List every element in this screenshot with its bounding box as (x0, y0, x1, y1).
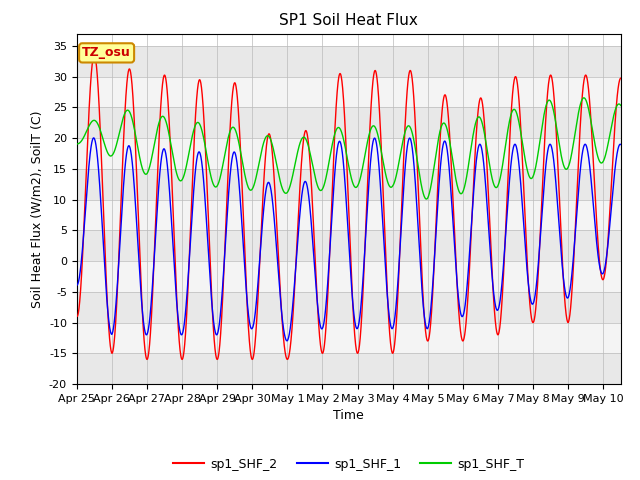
sp1_SHF_1 (217, 306, 225, 312)
sp1_SHF_T (570, 141, 577, 147)
sp1_SHF_T (422, 196, 430, 202)
Line: sp1_SHF_1: sp1_SHF_1 (77, 138, 621, 341)
sp1_SHF_2 (237, 153, 244, 158)
Text: TZ_osu: TZ_osu (82, 47, 131, 60)
sp1_SHF_1 (570, 253, 577, 259)
sp1_SHF_2 (570, 262, 577, 267)
Bar (77, 261, 621, 292)
sp1_SHF_2 (143, 357, 151, 362)
sp1_SHF_2 (617, 75, 625, 81)
Bar (77, 230, 621, 261)
Title: SP1 Soil Heat Flux: SP1 Soil Heat Flux (280, 13, 418, 28)
sp1_SHF_T (217, 172, 225, 178)
sp1_SHF_T (73, 141, 81, 147)
sp1_SHF_2 (73, 313, 81, 319)
sp1_SHF_T (617, 103, 625, 108)
Y-axis label: Soil Heat Flux (W/m2), SoilT (C): Soil Heat Flux (W/m2), SoilT (C) (30, 110, 44, 308)
sp1_SHF_1 (237, 202, 244, 208)
sp1_SHF_T (463, 173, 470, 179)
sp1_SHF_1 (73, 282, 81, 288)
sp1_SHF_2 (520, 184, 527, 190)
Bar (77, 77, 621, 108)
sp1_SHF_T (580, 95, 588, 101)
sp1_SHF_2 (90, 52, 98, 58)
sp1_SHF_1 (520, 221, 527, 227)
sp1_SHF_1 (463, 286, 470, 292)
sp1_SHF_1 (283, 338, 291, 344)
Bar (77, 138, 621, 169)
Bar (77, 200, 621, 230)
sp1_SHF_1 (617, 142, 625, 147)
Bar (77, 323, 621, 353)
Line: sp1_SHF_2: sp1_SHF_2 (77, 55, 621, 360)
Bar (77, 46, 621, 77)
sp1_SHF_2 (115, 271, 122, 276)
sp1_SHF_1 (115, 270, 122, 276)
Bar (77, 353, 621, 384)
sp1_SHF_1 (90, 135, 97, 141)
sp1_SHF_T (520, 147, 527, 153)
Line: sp1_SHF_T: sp1_SHF_T (77, 98, 621, 199)
Legend: sp1_SHF_2, sp1_SHF_1, sp1_SHF_T: sp1_SHF_2, sp1_SHF_1, sp1_SHF_T (168, 453, 529, 476)
Bar (77, 292, 621, 323)
X-axis label: Time: Time (333, 409, 364, 422)
Bar (77, 108, 621, 138)
Bar (77, 169, 621, 200)
sp1_SHF_T (114, 136, 122, 142)
sp1_SHF_2 (463, 310, 470, 316)
sp1_SHF_2 (217, 325, 225, 331)
sp1_SHF_T (237, 148, 244, 154)
